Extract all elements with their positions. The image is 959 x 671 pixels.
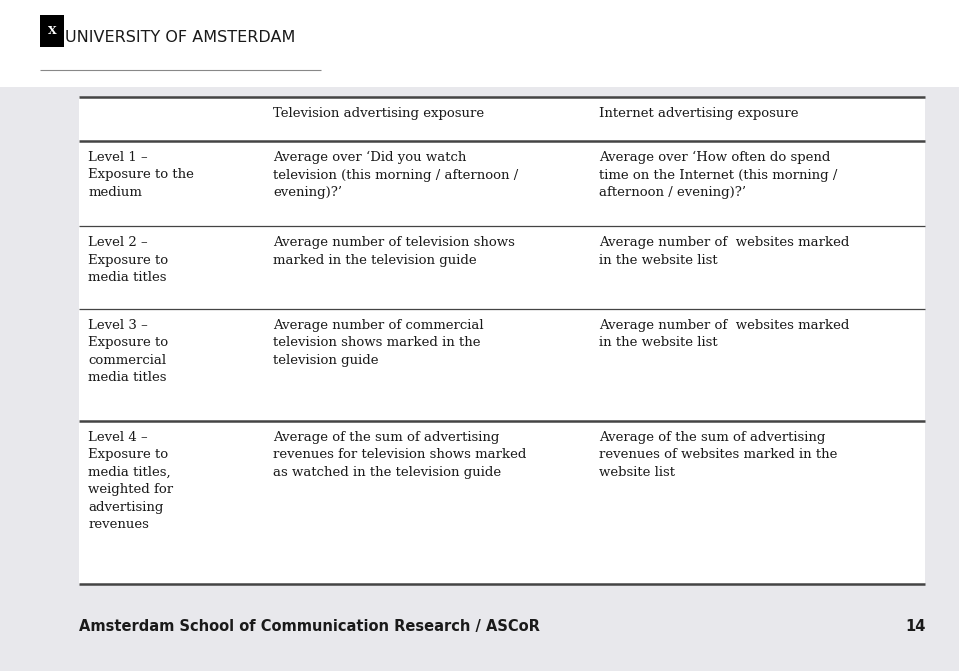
Text: 14: 14 [905,619,925,634]
Text: Level 4 –
Exposure to
media titles,
weighted for
advertising
revenues: Level 4 – Exposure to media titles, weig… [88,431,174,531]
Text: Amsterdam School of Communication Research / ASCoR: Amsterdam School of Communication Resear… [79,619,540,634]
Text: Average number of  websites marked
in the website list: Average number of websites marked in the… [599,236,850,266]
FancyBboxPatch shape [0,0,959,87]
Text: Level 2 –
Exposure to
media titles: Level 2 – Exposure to media titles [88,236,169,285]
Text: Internet advertising exposure: Internet advertising exposure [599,107,799,120]
Text: Average number of  websites marked
in the website list: Average number of websites marked in the… [599,319,850,349]
FancyBboxPatch shape [79,97,925,584]
Text: Average of the sum of advertising
revenues for television shows marked
as watche: Average of the sum of advertising revenu… [273,431,526,479]
Text: Average of the sum of advertising
revenues of websites marked in the
website lis: Average of the sum of advertising revenu… [599,431,838,479]
Text: X: X [48,25,57,36]
Text: Average number of commercial
television shows marked in the
television guide: Average number of commercial television … [273,319,484,367]
Text: Average over ‘Did you watch
television (this morning / afternoon /
evening)?’: Average over ‘Did you watch television (… [273,151,519,199]
Text: Level 1 –
Exposure to the
medium: Level 1 – Exposure to the medium [88,151,194,199]
Text: Television advertising exposure: Television advertising exposure [273,107,484,120]
Text: Average over ‘How often do spend
time on the Internet (this morning /
afternoon : Average over ‘How often do spend time on… [599,151,838,199]
Text: Average number of television shows
marked in the television guide: Average number of television shows marke… [273,236,515,266]
Text: UNIVERSITY OF AMSTERDAM: UNIVERSITY OF AMSTERDAM [65,30,295,45]
FancyBboxPatch shape [40,15,64,47]
Text: Level 3 –
Exposure to
commercial
media titles: Level 3 – Exposure to commercial media t… [88,319,169,384]
